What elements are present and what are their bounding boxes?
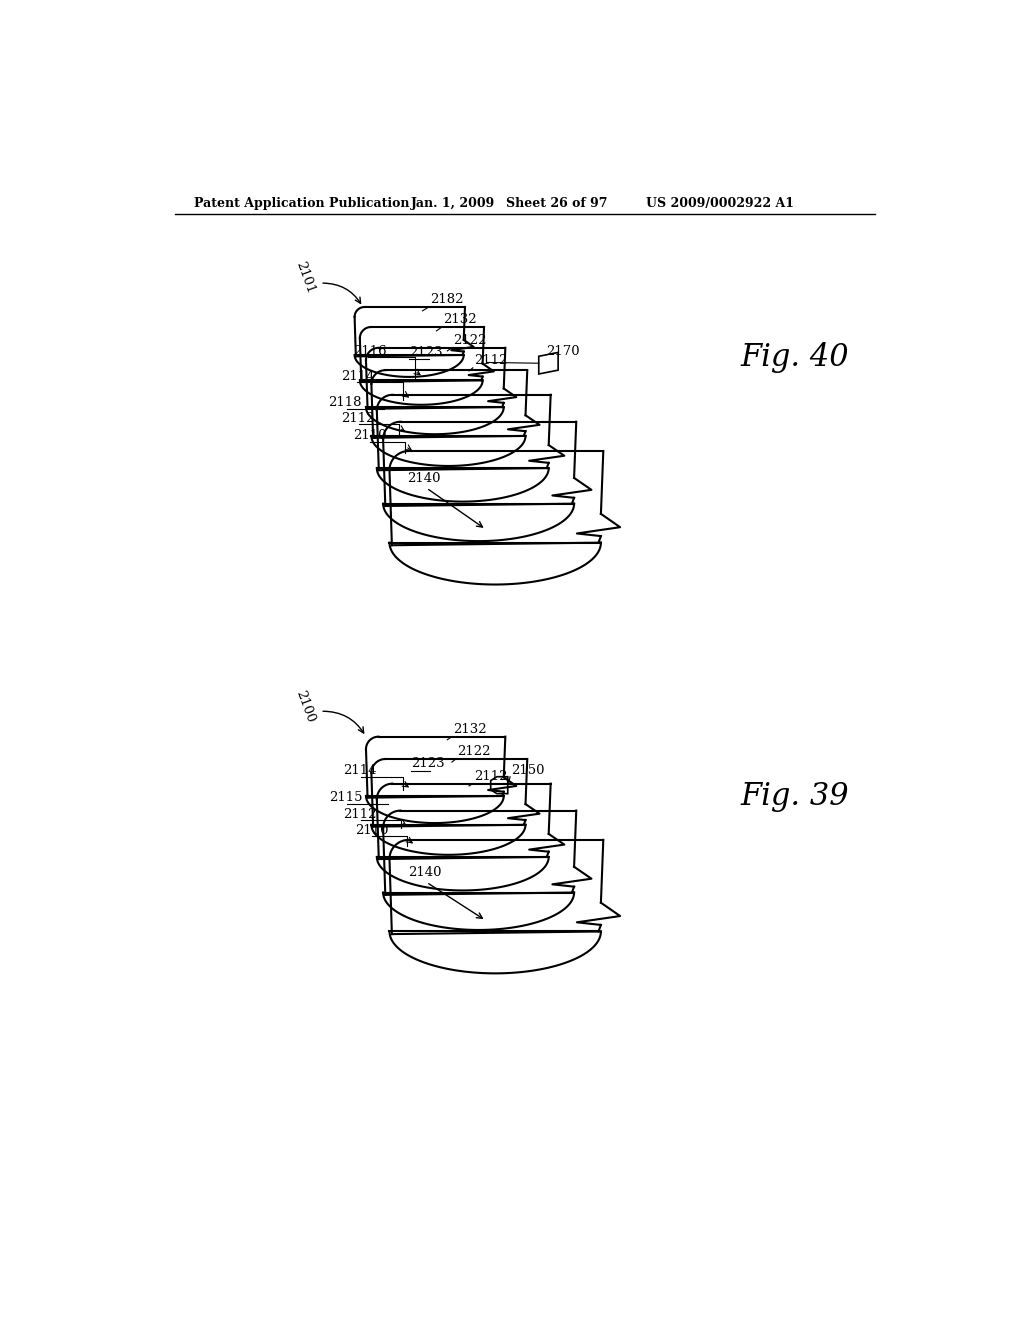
Text: 2132: 2132	[443, 313, 477, 326]
Text: 2101: 2101	[293, 260, 316, 296]
Text: 2123: 2123	[411, 758, 444, 771]
Text: Jan. 1, 2009: Jan. 1, 2009	[411, 197, 496, 210]
Text: Sheet 26 of 97: Sheet 26 of 97	[506, 197, 607, 210]
Text: 2122: 2122	[454, 334, 487, 347]
Text: 2110: 2110	[352, 429, 386, 442]
Text: 2116: 2116	[352, 345, 386, 358]
Text: 2122: 2122	[458, 746, 490, 758]
Text: 2123: 2123	[410, 346, 443, 359]
Text: 2114: 2114	[341, 370, 375, 383]
Text: Fig. 39: Fig. 39	[740, 781, 849, 812]
Text: 2112: 2112	[343, 808, 377, 821]
Text: 2112: 2112	[341, 412, 375, 425]
Text: 2182: 2182	[430, 293, 464, 306]
Text: 2100: 2100	[293, 689, 316, 725]
Text: Fig. 40: Fig. 40	[740, 342, 849, 374]
Text: 2114: 2114	[343, 764, 377, 777]
Text: 2112: 2112	[474, 770, 508, 783]
Text: 2112: 2112	[474, 354, 508, 367]
Text: 2140: 2140	[407, 471, 440, 484]
Text: 2132: 2132	[454, 723, 487, 735]
Text: Patent Application Publication: Patent Application Publication	[194, 197, 410, 210]
Text: 2118: 2118	[328, 396, 361, 409]
Text: 2115: 2115	[330, 792, 362, 804]
Text: 2140: 2140	[409, 866, 442, 879]
Text: 2110: 2110	[355, 824, 388, 837]
Text: 2150: 2150	[512, 764, 545, 777]
Text: 2170: 2170	[547, 345, 581, 358]
Text: US 2009/0002922 A1: US 2009/0002922 A1	[646, 197, 794, 210]
